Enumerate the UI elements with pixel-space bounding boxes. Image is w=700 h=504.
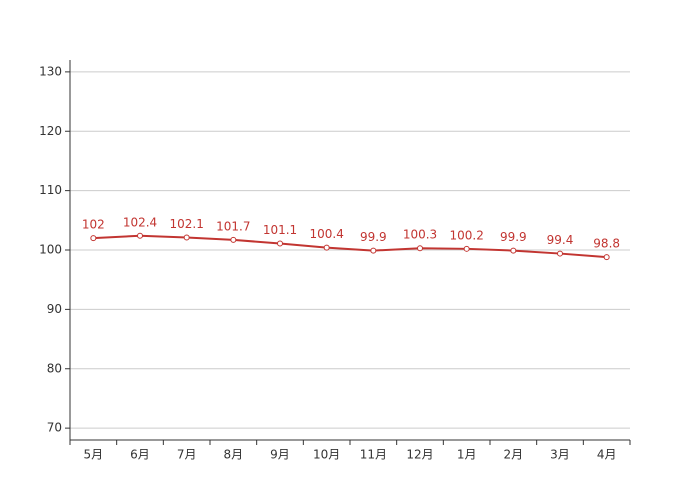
data-label: 100.2 (449, 228, 483, 242)
point (463, 245, 470, 252)
data-label: 101.1 (263, 223, 297, 237)
data-label: 102.4 (123, 215, 157, 229)
x-tick-label: 4月 (597, 448, 617, 462)
data-label: 99.9 (360, 230, 387, 244)
data-label: 99.4 (547, 233, 574, 247)
data-label: 99.9 (500, 230, 527, 244)
data-label: 100.4 (309, 227, 343, 241)
x-tick-label: 7月 (177, 448, 197, 462)
data-label: 98.8 (593, 237, 620, 251)
data-label: 100.3 (403, 228, 437, 242)
x-tick-label: 3月 (550, 448, 570, 462)
y-tick-label: 120 (39, 124, 62, 138)
point (323, 244, 330, 251)
point (90, 235, 97, 242)
y-tick-label: 130 (39, 64, 62, 78)
y-tick-label: 100 (39, 243, 62, 257)
x-tick-label: 10月 (313, 448, 340, 462)
point (557, 250, 563, 257)
point (137, 232, 143, 239)
point (230, 236, 237, 243)
y-tick-label: 90 (47, 302, 62, 316)
point (277, 240, 283, 247)
point (370, 247, 377, 254)
x-tick-label: 2月 (504, 448, 524, 462)
x-tick-label: 8月 (224, 448, 244, 462)
x-tick-label: 1月 (457, 448, 477, 462)
y-tick-label: 70 (47, 421, 62, 435)
x-tick-label: 5月 (84, 448, 104, 462)
data-label: 101.7 (216, 219, 250, 233)
x-tick-label: 11月 (360, 448, 387, 462)
point (417, 245, 423, 252)
y-tick-label: 80 (47, 361, 62, 375)
data-label: 102 (82, 218, 105, 232)
point (183, 234, 190, 241)
x-tick-label: 12月 (406, 448, 433, 462)
x-tick-label: 9月 (270, 448, 290, 462)
point (510, 247, 517, 254)
point (603, 254, 610, 261)
y-tick-label: 110 (39, 183, 62, 197)
data-label: 102.1 (169, 217, 203, 231)
x-tick-label: 6月 (130, 448, 150, 462)
line (93, 234, 607, 259)
